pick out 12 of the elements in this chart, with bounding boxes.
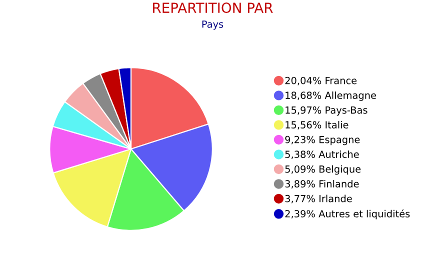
legend-label: 20,04% France	[285, 76, 357, 86]
legend-label: 3,89% Finlande	[285, 180, 359, 189]
legend-label: 5,38% Autriche	[285, 150, 359, 159]
legend-label: 2,39% Autres et liquidités	[285, 210, 410, 220]
legend-label: 9,23% Espagne	[285, 136, 360, 146]
legend-label: 15,56% Italie	[286, 120, 348, 130]
chart-title: REPARTITION PAR	[153, 2, 273, 14]
legend-label: 5,09% Belgique	[285, 165, 361, 175]
legend-label: 15,97% Pays-Bas	[286, 106, 368, 116]
legend-label: 3,77% Irlande	[285, 194, 352, 204]
chart-subtitle: Pays	[202, 20, 224, 30]
legend-label: 18,68% Allemagne	[286, 91, 376, 101]
